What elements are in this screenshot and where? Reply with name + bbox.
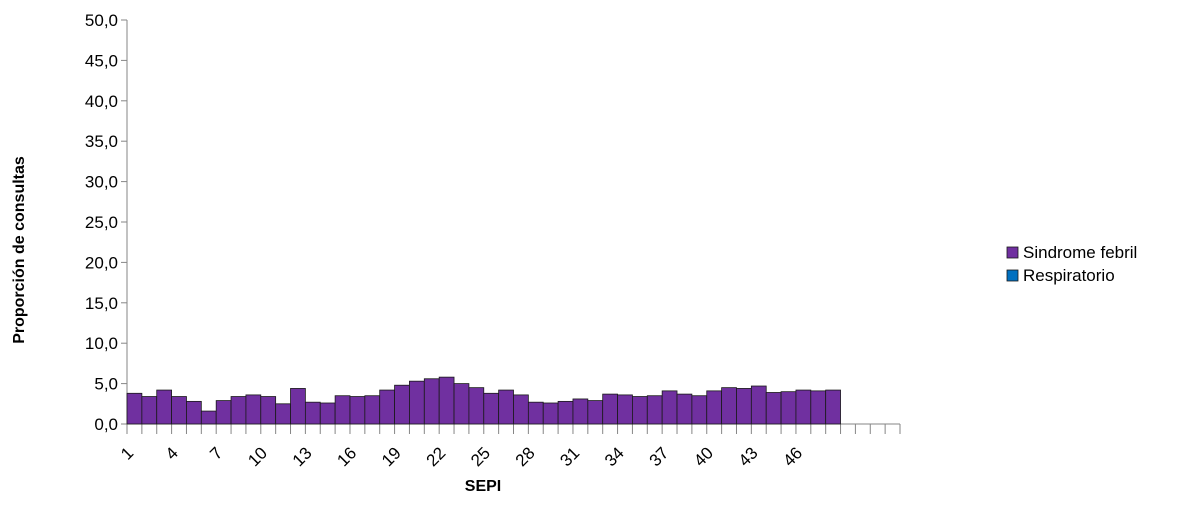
bar <box>319 402 336 425</box>
x-axis: 1 4 7 10 13 16 19 22 25 28 31 34 37 40 43 46 <box>117 423 901 470</box>
bar <box>171 396 187 425</box>
bar <box>617 394 633 425</box>
bar <box>453 383 470 425</box>
bar <box>632 396 648 425</box>
bar <box>780 391 797 425</box>
bar <box>260 396 277 425</box>
bar <box>200 410 217 425</box>
legend: Sindrome febril Respiratorio <box>1006 243 1137 285</box>
bar <box>736 388 752 425</box>
y-tick-label: 40,0 <box>85 92 118 111</box>
bar <box>438 376 455 425</box>
y-tick-label: 35,0 <box>85 132 118 151</box>
legend-label: Respiratorio <box>1023 266 1115 285</box>
bar <box>691 395 708 425</box>
y-tick-label: 30,0 <box>85 173 118 192</box>
bar <box>334 395 351 425</box>
legend-swatch <box>1006 246 1019 259</box>
x-tick-label: 7 <box>206 443 226 463</box>
bar <box>661 390 678 425</box>
y-tick-label: 0,0 <box>94 415 118 434</box>
legend-label: Sindrome febril <box>1023 243 1137 262</box>
bar <box>542 402 559 425</box>
bar <box>498 389 514 425</box>
x-tick-label: 34 <box>601 443 628 470</box>
y-tick-label: 45,0 <box>85 51 118 70</box>
bar <box>765 392 782 425</box>
bar <box>587 400 604 425</box>
bar <box>245 394 262 425</box>
x-tick-label: 46 <box>779 443 806 470</box>
y-tick-label: 25,0 <box>85 213 118 232</box>
y-tick-label: 15,0 <box>85 294 118 313</box>
bar <box>186 400 202 425</box>
legend-swatch <box>1006 269 1019 282</box>
bar <box>825 389 841 425</box>
bar <box>379 389 395 425</box>
x-tick-label: 25 <box>467 443 494 470</box>
bars <box>126 376 841 425</box>
x-tick-label: 43 <box>735 443 762 470</box>
x-tick-label: 19 <box>378 443 405 470</box>
x-tick-label: 10 <box>244 443 271 470</box>
x-tick-label: 16 <box>333 443 360 470</box>
bar <box>364 395 381 425</box>
bar <box>304 401 321 425</box>
y-tick-label: 10,0 <box>85 334 118 353</box>
x-tick-label: 28 <box>512 443 539 470</box>
y-axis-title: Proporción de consultas <box>11 156 28 344</box>
bar <box>557 400 574 425</box>
bar <box>513 394 529 425</box>
bar <box>275 403 291 425</box>
y-tick-label: 5,0 <box>94 375 118 394</box>
x-tick-label: 22 <box>423 443 450 470</box>
bar <box>290 388 306 425</box>
bar <box>349 396 366 425</box>
bar <box>230 396 247 425</box>
bar <box>810 390 827 425</box>
x-tick-label: 1 <box>117 443 137 463</box>
bar <box>795 389 812 425</box>
bar <box>423 378 440 425</box>
y-tick-label: 20,0 <box>85 253 118 272</box>
bar <box>141 396 158 425</box>
bar <box>572 398 589 425</box>
bar <box>721 387 737 425</box>
bar <box>602 393 618 425</box>
x-tick-label: 4 <box>162 443 182 463</box>
x-axis-title: SEPI <box>465 478 501 495</box>
bar <box>750 385 767 425</box>
bar <box>215 400 232 425</box>
bar <box>676 393 693 425</box>
y-axis: 0,0 5,0 10,0 15,0 20,0 25,0 30,0 35,0 40,0 45,0 50… <box>85 11 128 434</box>
y-tick-label: 50,0 <box>85 11 118 30</box>
bar <box>394 384 410 425</box>
x-tick-label: 31 <box>556 443 583 470</box>
x-tick-label: 37 <box>646 443 673 470</box>
bar <box>468 387 485 425</box>
bar <box>409 380 425 425</box>
bar <box>483 392 500 425</box>
bar <box>527 401 544 425</box>
bar <box>646 395 663 425</box>
x-tick-label: 13 <box>289 443 316 470</box>
bar <box>156 389 172 425</box>
bar <box>706 390 723 425</box>
bar <box>126 392 143 425</box>
x-tick-label: 40 <box>690 443 717 470</box>
